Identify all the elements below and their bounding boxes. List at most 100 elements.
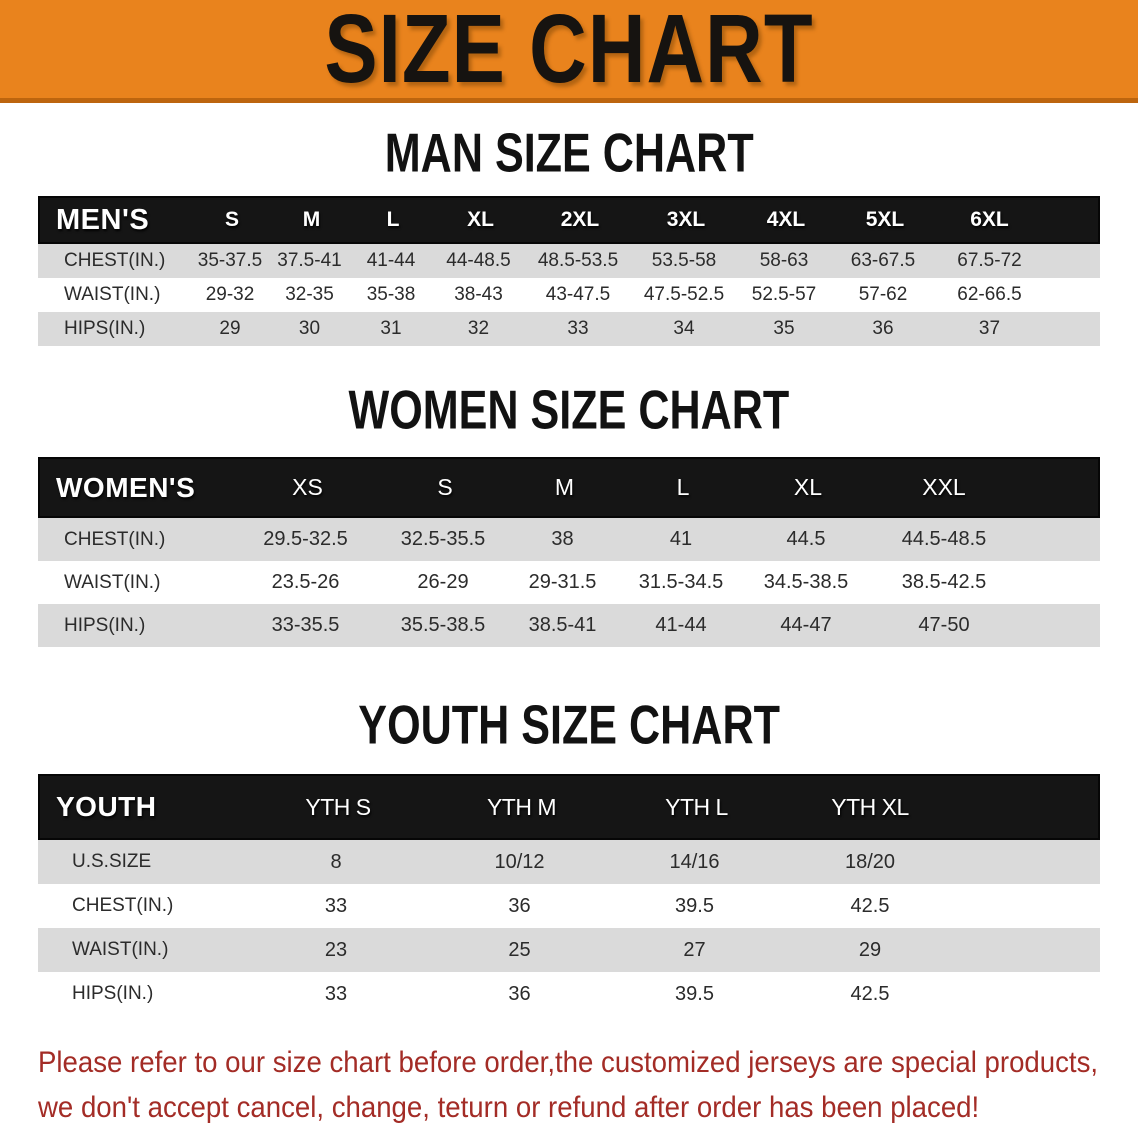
cell-value: 35-37.5 (197, 250, 263, 271)
women-size-section: WOMEN SIZE CHART WOMEN'S XS S M L XL XXL CHEST(… (0, 380, 1138, 647)
column-header: 5XL (865, 208, 905, 231)
cell-value: 38.5-41 (528, 614, 597, 636)
youth-heading-text: YOUTH SIZE CHART (358, 694, 780, 756)
cell-value: 31.5-34.5 (638, 571, 724, 593)
order-notice-line-1: Please refer to our size chart before or… (38, 1046, 1099, 1079)
column-header: XXL (922, 474, 966, 500)
column-header: 3XL (666, 208, 706, 231)
column-header: YTH L (665, 793, 728, 820)
cell-value: 35-38 (366, 284, 416, 305)
cell-value: 29-32 (205, 284, 255, 305)
cell-value: 31 (380, 318, 402, 339)
column-header: YTH S (305, 793, 371, 820)
table-row: U.S.SIZE 8 10/12 14/16 18/20 (38, 840, 1100, 884)
cell-value: 43-47.5 (545, 284, 611, 305)
row-label: WAIST(IN.) (64, 571, 161, 593)
cell-value: 29 (858, 938, 882, 961)
cell-value: 30 (298, 318, 321, 339)
cell-value: 38 (551, 528, 574, 550)
cell-value: 63-67.5 (850, 250, 916, 271)
cell-value: 32 (467, 318, 490, 339)
size-chart-banner: SIZE CHART (0, 0, 1138, 103)
men-heading-text: MAN SIZE CHART (384, 122, 754, 184)
column-header: 6XL (970, 208, 1009, 231)
cell-value: 42.5 (850, 982, 890, 1005)
column-header: 2XL (560, 208, 600, 231)
column-header: YTH M (486, 793, 557, 820)
cell-value: 25 (508, 938, 531, 961)
row-label: HIPS(IN.) (72, 983, 154, 1004)
cell-value: 52.5-57 (751, 284, 817, 305)
column-header: M (554, 474, 575, 500)
cell-value: 35 (773, 318, 795, 339)
table-title: YOUTH (56, 791, 157, 822)
table-header-row: WOMEN'S XS S M L XL XXL (38, 457, 1100, 518)
cell-value: 39.5 (675, 982, 714, 1005)
women-heading-text: WOMEN SIZE CHART (348, 379, 790, 441)
table-title: MEN'S (56, 203, 150, 236)
cell-value: 29 (219, 318, 241, 339)
column-header: YTH XL (831, 793, 909, 820)
cell-value: 18/20 (844, 850, 896, 873)
cell-value: 32-35 (285, 284, 334, 305)
cell-value: 58-63 (759, 250, 809, 271)
column-header: L (386, 208, 400, 231)
row-label: WAIST(IN.) (64, 284, 161, 305)
cell-value: 44.5 (786, 528, 826, 550)
cell-value: 37.5-41 (277, 250, 342, 271)
table-row: WAIST(IN.) 29-32 32-35 35-38 38-43 43-47.5 47.… (38, 278, 1100, 312)
banner-title: SIZE CHART (324, 0, 814, 104)
cell-value: 38.5-42.5 (901, 571, 987, 593)
row-label: CHEST(IN.) (64, 528, 166, 550)
men-size-table: MEN'S S M L XL 2XL 3XL 4XL 5XL 6XL CHEST(IN.) 35-37… (38, 196, 1100, 346)
table-header-row: YOUTH YTH S YTH M YTH L YTH XL (38, 774, 1100, 840)
table-row: WAIST(IN.) 23.5-26 26-29 29-31.5 31.5-34.5 34… (38, 561, 1100, 604)
cell-value: 57-62 (858, 284, 908, 305)
table-row: WAIST(IN.) 23 25 27 29 (38, 928, 1100, 972)
row-label: CHEST(IN.) (72, 895, 174, 916)
cell-value: 10/12 (494, 850, 545, 873)
youth-size-section: YOUTH SIZE CHART YOUTH YTH S YTH M YTH L YTH… (0, 695, 1138, 1016)
cell-value: 42.5 (850, 894, 890, 917)
cell-value: 26-29 (417, 571, 469, 593)
cell-value: 38-43 (454, 284, 503, 305)
cell-value: 41-44 (366, 250, 416, 271)
youth-size-table: YOUTH YTH S YTH M YTH L YTH XL U.S.SIZE 8 10/12… (38, 774, 1100, 1016)
cell-value: 39.5 (675, 894, 714, 917)
cell-value: 35.5-38.5 (400, 614, 486, 636)
cell-value: 23 (324, 938, 348, 961)
table-header-row: MEN'S S M L XL 2XL 3XL 4XL 5XL 6XL (38, 196, 1100, 244)
cell-value: 44-47 (780, 614, 832, 636)
row-label: U.S.SIZE (72, 851, 152, 872)
table-row: CHEST(IN.) 33 36 39.5 42.5 (38, 884, 1100, 928)
cell-value: 34 (673, 318, 695, 339)
cell-value: 32.5-35.5 (400, 528, 486, 550)
table-row: HIPS(IN.) 33 36 39.5 42.5 (38, 972, 1100, 1016)
cell-value: 33-35.5 (271, 614, 340, 636)
order-notice-line-2: we don't accept cancel, change, teturn o… (38, 1091, 980, 1124)
column-header: S (224, 208, 239, 231)
men-size-section: MAN SIZE CHART MEN'S S M L XL 2XL 3XL 4XL 5XL 6XL… (0, 123, 1138, 346)
column-header: M (302, 208, 321, 231)
cell-value: 44.5-48.5 (901, 528, 987, 550)
column-header: XS (292, 474, 323, 500)
cell-value: 36 (872, 318, 894, 339)
cell-value: 27 (683, 938, 706, 961)
cell-value: 23.5-26 (271, 571, 340, 593)
cell-value: 44-48.5 (446, 250, 511, 271)
row-label: WAIST(IN.) (72, 939, 169, 960)
cell-value: 34.5-38.5 (763, 571, 849, 593)
cell-value: 47-50 (918, 614, 970, 636)
cell-value: 37 (978, 318, 1001, 339)
order-notice: Please refer to our size chart before or… (38, 1040, 1138, 1130)
youth-section-heading: YOUTH SIZE CHART (0, 695, 1138, 756)
table-title: WOMEN'S (56, 471, 196, 503)
cell-value: 41 (669, 528, 693, 550)
cell-value: 36 (508, 894, 531, 917)
table-row: HIPS(IN.) 33-35.5 35.5-38.5 38.5-41 41-44 44-… (38, 604, 1100, 647)
column-header: XL (467, 208, 494, 231)
cell-value: 67.5-72 (957, 250, 1022, 271)
cell-value: 14/16 (669, 850, 720, 873)
cell-value: 33 (324, 982, 348, 1005)
column-header: S (437, 474, 453, 500)
